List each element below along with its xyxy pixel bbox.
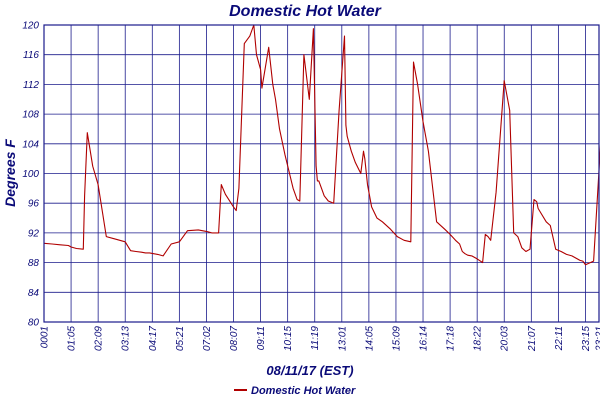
series-line-0 [43, 24, 600, 266]
x-tick-label-2: 02:09 [94, 326, 105, 351]
x-tick-label-15: 17:18 [446, 326, 457, 351]
legend-label: Domestic Hot Water [251, 385, 356, 397]
x-tick-label-10: 11:19 [310, 326, 321, 351]
x-tick-label-3: 03:13 [121, 326, 132, 351]
y-tick-labels: 80 84 88 92 96 100 104 108 112 116 120 [22, 21, 39, 329]
x-tick-label-14: 16:14 [419, 326, 430, 351]
y-tick-label-7: 108 [22, 110, 39, 121]
y-tick-label-2: 88 [28, 258, 40, 269]
chart-title: Domestic Hot Water [229, 3, 382, 20]
y-tick-label-4: 96 [28, 199, 40, 210]
y-tick-label-10: 120 [22, 21, 39, 32]
x-axis-label: 08/11/17 (EST) [266, 363, 353, 378]
y-tick-label-1: 84 [28, 288, 40, 299]
x-tick-labels: 0001 01:05 02:09 03:13 04:17 05:21 07:02 08:07 0… [40, 326, 600, 352]
x-tick-label-12: 14:05 [364, 326, 375, 351]
x-tick-label-6: 07:02 [202, 326, 213, 351]
x-tick-label-13: 15:09 [391, 326, 402, 351]
y-tick-label-6: 104 [22, 139, 39, 150]
x-tick-label-19: 22:11 [554, 326, 565, 351]
y-tick-label-0: 80 [28, 318, 40, 329]
plot-border [43, 24, 600, 323]
x-tick-label-17: 20:03 [500, 326, 511, 352]
y-tick-label-9: 116 [23, 50, 39, 61]
plot-frame [43, 24, 600, 323]
x-tick-label-7: 08:07 [229, 326, 240, 351]
x-tick-label-20: 23:15 [581, 326, 592, 352]
x-tick-label-0: 0001 [40, 326, 51, 348]
y-tick-label-3: 92 [28, 228, 40, 239]
y-tick-label-8: 112 [23, 80, 39, 91]
x-tick-label-18: 21:07 [527, 326, 538, 352]
x-tick-label-4: 04:17 [148, 326, 159, 351]
x-tick-label-1: 01:05 [67, 326, 78, 351]
x-tick-label-11: 13:01 [337, 326, 348, 351]
y-axis-label: Degrees F [2, 139, 18, 207]
x-tick-label-9: 10:15 [283, 326, 294, 351]
series-layer [43, 24, 600, 266]
x-tick-label-5: 05:21 [175, 326, 186, 351]
x-tick-label-16: 18:22 [473, 326, 484, 351]
x-tick-label-8: 09:11 [256, 326, 267, 350]
x-tick-label-21: 23:21 [595, 326, 600, 352]
y-tick-label-5: 100 [22, 169, 39, 180]
